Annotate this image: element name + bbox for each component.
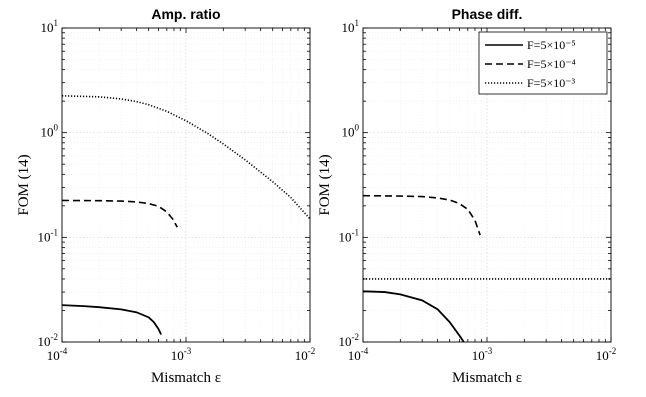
panel-phase-diff: 10-4 10-3 10-2 10-2 10-1 100 101 Phase diff. Mis…	[317, 6, 616, 386]
y-tick-label: 10-1	[339, 227, 360, 244]
x-tick-label: 10-2	[295, 346, 316, 363]
series-group	[62, 95, 310, 335]
x-tick-label: 10-4	[348, 346, 369, 363]
series-line-dotted	[62, 95, 310, 220]
y-tick-label: 101	[41, 18, 59, 35]
x-tick-label: 10-3	[171, 346, 192, 363]
chart-title: Phase diff.	[452, 6, 523, 22]
y-tick-label: 100	[41, 123, 59, 140]
y-tick-label: 100	[342, 123, 360, 140]
series-group	[363, 194, 611, 342]
y-axis-label: FOM (14)	[317, 154, 333, 215]
legend-entry: F=5×10⁻³	[527, 76, 576, 90]
axes-box	[362, 27, 612, 343]
x-tick-label: 10-3	[472, 346, 493, 363]
series-line-solid	[62, 304, 162, 335]
legend-entry: F=5×10⁻⁴	[527, 57, 576, 71]
chart-title: Amp. ratio	[151, 6, 220, 22]
series-line-dashed	[363, 194, 481, 236]
y-tick-label: 10-2	[339, 332, 360, 349]
x-tick-label: 10-4	[47, 346, 68, 363]
grid	[362, 28, 611, 343]
x-axis-label: Mismatch ε	[452, 370, 522, 386]
x-tick-label: 10-2	[596, 346, 617, 363]
y-tick-label: 10-1	[38, 227, 59, 244]
plot-area	[62, 28, 310, 342]
x-axis-label: Mismatch ε	[151, 370, 221, 386]
legend-entry: F=5×10⁻⁵	[527, 38, 576, 52]
y-tick-label: 101	[342, 18, 360, 35]
series-line-solid	[363, 290, 465, 342]
axes-box	[61, 27, 311, 343]
series-line-dashed	[62, 199, 178, 228]
y-axis-label: FOM (14)	[16, 154, 32, 215]
y-tick-label: 10-2	[38, 332, 59, 349]
legend: F=5×10⁻⁵ F=5×10⁻⁴ F=5×10⁻³	[478, 31, 608, 95]
panel-amp-ratio: 10-4 10-3 10-2 10-2 10-1 100 101 Amp. ratio Mism…	[16, 6, 315, 386]
